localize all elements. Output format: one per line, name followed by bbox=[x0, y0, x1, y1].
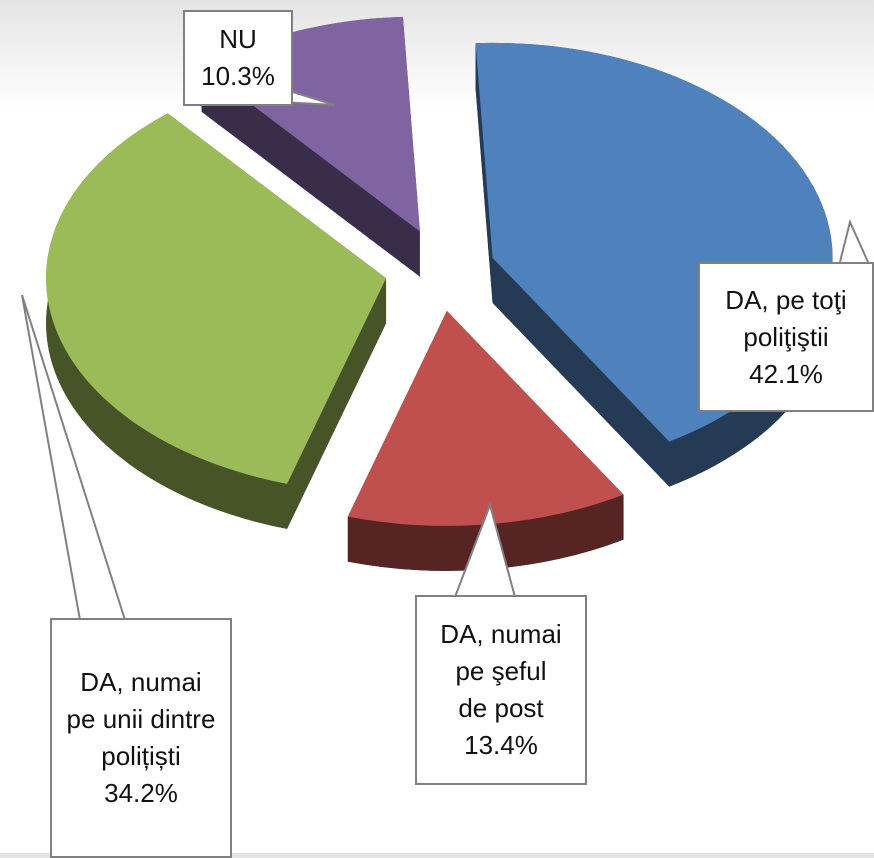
slice-side bbox=[475, 43, 670, 487]
slice-side bbox=[167, 113, 387, 529]
value-label: 10.3% bbox=[201, 61, 275, 91]
category-label: DA, numai pe şeful de post bbox=[440, 619, 562, 723]
callout: NU 10.3% bbox=[183, 10, 293, 106]
category-label: DA, pe toţi poliţiştii bbox=[725, 284, 847, 352]
callout: DA, numai pe şeful de post 13.4% bbox=[415, 595, 587, 785]
pointer bbox=[454, 501, 516, 598]
slice bbox=[347, 310, 624, 526]
callout: DA, numai pe unii dintre polițiști 34.2% bbox=[50, 618, 232, 858]
value-label: 34.2% bbox=[104, 778, 178, 808]
slice-side bbox=[201, 16, 420, 277]
value-label: 42.1% bbox=[749, 358, 823, 389]
callout: DA, pe toţi poliţiştii 42.1% bbox=[698, 262, 874, 412]
category-label: NU bbox=[219, 24, 257, 54]
pointer bbox=[839, 218, 869, 263]
category-label: DA, numai pe unii dintre polițiști bbox=[66, 667, 216, 771]
slice bbox=[46, 113, 387, 484]
pointer bbox=[21, 294, 126, 621]
value-label: 13.4% bbox=[464, 730, 538, 760]
slice-side bbox=[46, 113, 288, 529]
